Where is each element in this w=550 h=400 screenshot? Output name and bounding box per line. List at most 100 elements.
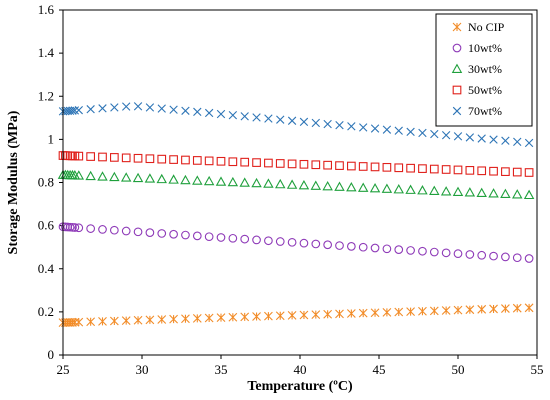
data-point bbox=[240, 234, 250, 244]
data-point bbox=[513, 137, 522, 147]
data-point bbox=[465, 133, 475, 142]
y-tick-label: 1.6 bbox=[38, 2, 55, 17]
data-point bbox=[156, 173, 167, 184]
data-point bbox=[287, 310, 297, 320]
data-point bbox=[381, 183, 393, 193]
data-point bbox=[264, 236, 273, 246]
data-point bbox=[204, 108, 214, 118]
data-point bbox=[394, 245, 404, 254]
x-tick-label: 45 bbox=[373, 362, 386, 377]
data-point bbox=[441, 130, 451, 140]
data-point bbox=[181, 155, 190, 165]
data-point bbox=[311, 160, 321, 170]
data-point bbox=[453, 132, 463, 141]
data-point bbox=[133, 227, 143, 237]
data-point bbox=[169, 229, 178, 239]
data-point bbox=[440, 186, 452, 196]
data-point bbox=[430, 129, 439, 139]
data-point bbox=[98, 225, 107, 234]
data-point bbox=[228, 111, 238, 120]
data-point bbox=[464, 187, 476, 197]
data-point bbox=[181, 106, 190, 115]
data-point bbox=[145, 315, 155, 325]
data-point bbox=[335, 309, 344, 319]
data-point bbox=[157, 104, 166, 113]
x-tick-label: 30 bbox=[136, 362, 149, 377]
data-point bbox=[369, 183, 381, 193]
data-point bbox=[323, 309, 333, 319]
data-point bbox=[489, 166, 498, 176]
x-tick-label: 25 bbox=[57, 362, 70, 377]
y-tick-label: 0.2 bbox=[38, 304, 54, 319]
data-point bbox=[370, 243, 380, 253]
data-point bbox=[346, 309, 356, 318]
y-tick-label: 0.8 bbox=[38, 175, 54, 190]
data-point bbox=[110, 153, 119, 162]
data-point bbox=[500, 188, 511, 199]
data-point bbox=[335, 241, 344, 250]
data-point bbox=[74, 317, 84, 327]
data-point bbox=[382, 307, 392, 317]
data-point bbox=[74, 223, 84, 233]
data-point bbox=[323, 160, 333, 170]
data-point bbox=[122, 102, 131, 111]
data-point bbox=[287, 116, 297, 125]
data-point bbox=[429, 164, 439, 174]
legend-item: 70wt% bbox=[452, 104, 502, 118]
data-point bbox=[228, 233, 238, 243]
series-50wt- bbox=[58, 151, 534, 177]
data-point bbox=[287, 237, 297, 247]
data-point bbox=[180, 174, 191, 185]
data-point bbox=[357, 182, 369, 192]
data-point bbox=[489, 251, 498, 261]
x-axis-title: Temperature (ºC) bbox=[247, 379, 353, 394]
data-point bbox=[406, 307, 415, 316]
data-point bbox=[227, 176, 239, 187]
data-point bbox=[382, 125, 392, 134]
data-point bbox=[501, 304, 510, 313]
series-30wt- bbox=[57, 169, 535, 200]
data-point bbox=[512, 189, 523, 199]
data-point bbox=[275, 178, 286, 189]
data-point bbox=[120, 172, 132, 182]
x-tick-label: 55 bbox=[531, 362, 544, 377]
data-point bbox=[264, 114, 273, 123]
data-point bbox=[346, 181, 357, 192]
data-point bbox=[512, 253, 522, 263]
data-point bbox=[109, 225, 119, 235]
data-point bbox=[429, 247, 439, 257]
data-point bbox=[252, 235, 261, 245]
data-point bbox=[429, 185, 440, 195]
data-point bbox=[299, 117, 309, 127]
legend: No CIP 10wt% 30wt% 50wt% 70wt% bbox=[435, 13, 533, 127]
data-point bbox=[382, 162, 392, 172]
legend-marker bbox=[451, 63, 463, 73]
data-point bbox=[501, 252, 510, 262]
data-point bbox=[429, 306, 439, 316]
data-point bbox=[263, 178, 274, 188]
data-point bbox=[264, 158, 273, 168]
data-point bbox=[359, 123, 368, 132]
data-point bbox=[489, 135, 498, 144]
data-point bbox=[181, 230, 190, 240]
data-point bbox=[145, 228, 155, 237]
legend-item: 10wt% bbox=[452, 41, 502, 55]
data-point bbox=[405, 184, 416, 194]
y-axis-ticks: 0 0.2 0.4 0.6 0.8 1 1.2 1.4 1.6 bbox=[38, 2, 63, 362]
data-point bbox=[85, 170, 96, 181]
legend-label: 10wt% bbox=[468, 41, 502, 55]
data-point bbox=[347, 242, 356, 251]
legend-marker bbox=[452, 106, 462, 116]
data-point bbox=[512, 167, 522, 177]
series-10wt- bbox=[58, 222, 534, 263]
data-point bbox=[74, 151, 84, 161]
data-point bbox=[524, 303, 534, 313]
series-layer bbox=[57, 102, 535, 328]
data-point bbox=[418, 128, 427, 138]
data-point bbox=[216, 313, 226, 323]
data-point bbox=[240, 157, 250, 167]
data-point bbox=[488, 188, 499, 198]
data-point bbox=[204, 232, 214, 242]
data-point bbox=[335, 121, 344, 130]
data-point bbox=[299, 238, 309, 248]
